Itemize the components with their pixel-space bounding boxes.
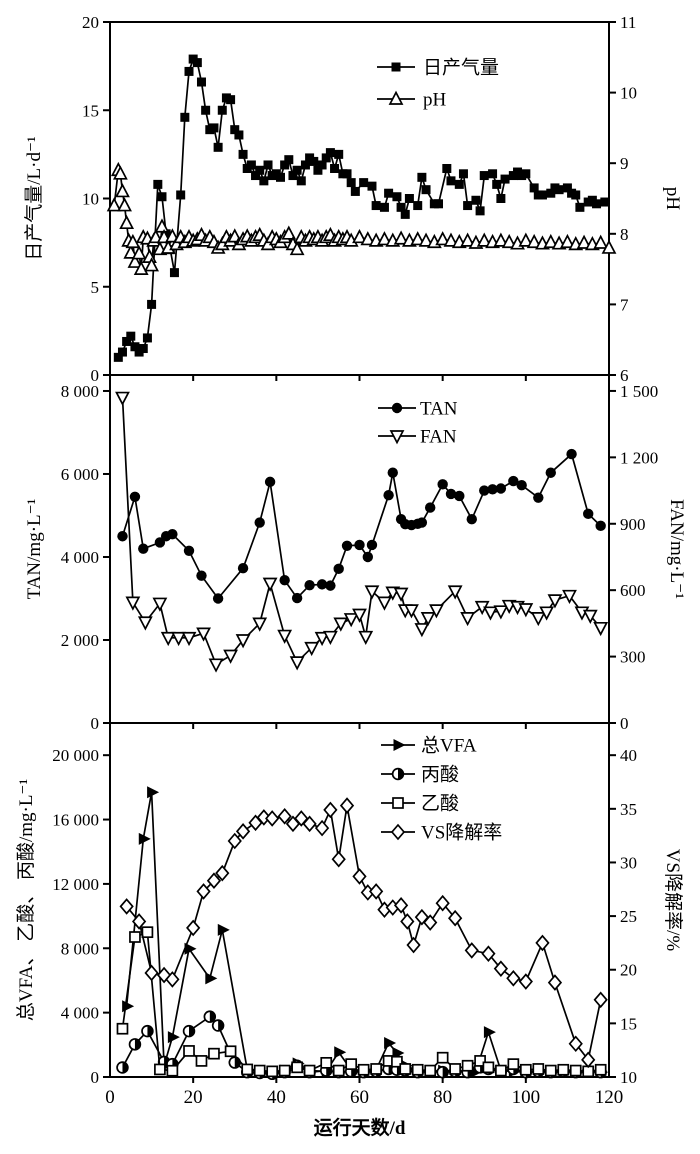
x-tick-label: 40 bbox=[267, 1087, 286, 1108]
left-axis-title-tan-fan: TAN/mg·L⁻¹ bbox=[24, 498, 45, 599]
legend-item-fan: FAN bbox=[378, 427, 457, 448]
left-axis-title-gas-ph: 日产气量/L·d⁻¹ bbox=[23, 136, 45, 261]
right-axis-title-gas-ph: pH bbox=[662, 187, 683, 211]
right-tick-label: 40 bbox=[620, 746, 637, 765]
x-axis-labels: 0 20 40 60 80 100 120 运行天数/d bbox=[105, 1087, 623, 1139]
left-tick-label: 12 000 bbox=[52, 875, 99, 894]
right-axis: 0 300 600 900 1 200 1 500 bbox=[609, 382, 658, 733]
right-tick-label: 7 bbox=[620, 295, 629, 314]
right-tick-label: 0 bbox=[620, 714, 629, 733]
panel-gas-ph: 0 5 10 15 20 6 7 8 9 10 11 日产气量/L·d⁻¹ pH 日产气量 pH bbox=[23, 13, 683, 385]
legend-label-fan: FAN bbox=[420, 427, 457, 448]
series-vs-line bbox=[125, 805, 602, 1062]
legend-item-acetic: 乙酸 bbox=[381, 793, 459, 815]
series-fan-line bbox=[121, 397, 602, 666]
left-axis-title-vfa-vs: 总VFA、 乙酸、 丙酸/mg·L⁻¹ bbox=[15, 779, 37, 1022]
x-tick-label: 0 bbox=[105, 1087, 115, 1108]
left-tick-label: 8 000 bbox=[61, 382, 99, 401]
left-axis: 0 4 000 8 000 12 000 16 000 20 000 bbox=[52, 746, 110, 1087]
right-tick-label: 10 bbox=[620, 84, 637, 103]
series-tan-markers bbox=[117, 448, 606, 604]
right-tick-label: 11 bbox=[620, 13, 636, 32]
left-tick-label: 20 000 bbox=[52, 746, 99, 765]
right-tick-label: 35 bbox=[620, 800, 637, 819]
series-acetic-markers bbox=[116, 926, 607, 1078]
legend-item-vs: VS降解率 bbox=[381, 822, 502, 844]
panel-vfa-vs: 0 4 000 8 000 12 000 16 000 20 000 10 15 20 25 30 3… bbox=[15, 722, 684, 1087]
right-tick-label: 300 bbox=[620, 648, 646, 667]
right-tick-label: 900 bbox=[620, 515, 646, 534]
left-axis: 0 5 10 15 20 bbox=[82, 13, 110, 385]
right-tick-label: 30 bbox=[620, 853, 637, 872]
right-tick-label: 9 bbox=[620, 154, 629, 173]
series-fan-markers bbox=[115, 391, 609, 673]
legend-label-acetic: 乙酸 bbox=[421, 793, 459, 815]
legend-item-gas: 日产气量 bbox=[377, 57, 499, 79]
right-axis-title-vfa-vs: VS降解率/% bbox=[662, 849, 684, 952]
legend-tan-fan: TAN FAN bbox=[378, 399, 458, 448]
left-tick-label: 4 000 bbox=[61, 548, 99, 567]
right-axis: 6 7 8 9 10 11 bbox=[609, 13, 637, 385]
left-tick-label: 16 000 bbox=[52, 811, 99, 830]
left-tick-label: 0 bbox=[91, 714, 100, 733]
series-tvfa-line bbox=[125, 792, 601, 1074]
right-tick-label: 8 bbox=[620, 225, 629, 244]
left-tick-label: 4 000 bbox=[61, 1004, 99, 1023]
legend-item-tvfa: 总VFA bbox=[381, 735, 477, 757]
legend-label-vs: VS降解率 bbox=[421, 822, 502, 844]
left-tick-label: 2 000 bbox=[61, 631, 99, 650]
right-axis: 10 15 20 25 30 35 40 bbox=[609, 746, 637, 1087]
left-tick-label: 5 bbox=[91, 278, 100, 297]
x-tick-label: 20 bbox=[184, 1087, 203, 1108]
left-tick-label: 10 bbox=[82, 190, 99, 209]
left-tick-label: 15 bbox=[82, 101, 99, 120]
x-tick-label: 80 bbox=[433, 1087, 452, 1108]
legend-label-tvfa: 总VFA bbox=[421, 735, 477, 757]
series-gas-markers bbox=[113, 54, 610, 362]
legend-label-ph: pH bbox=[423, 90, 447, 111]
right-tick-label: 15 bbox=[620, 1014, 637, 1033]
right-tick-label: 600 bbox=[620, 581, 646, 600]
legend-item-propionic: 丙酸 bbox=[381, 764, 459, 786]
series-tan-line bbox=[121, 452, 602, 600]
legend-label-propionic: 丙酸 bbox=[421, 764, 459, 786]
series-ph-markers bbox=[106, 161, 617, 275]
right-tick-label: 25 bbox=[620, 907, 637, 926]
left-tick-label: 8 000 bbox=[61, 939, 99, 958]
series-vs-markers bbox=[119, 797, 608, 1069]
legend-label-gas: 日产气量 bbox=[423, 57, 499, 79]
left-tick-label: 20 bbox=[82, 13, 99, 32]
x-axis-title: 运行天数/d bbox=[314, 1116, 406, 1139]
legend-item-tan: TAN bbox=[378, 399, 458, 420]
panel-border bbox=[109, 722, 610, 1078]
right-tick-label: 10 bbox=[620, 1068, 637, 1087]
left-axis: 0 2 000 4 000 6 000 8 000 bbox=[61, 382, 110, 733]
right-axis-title-tan-fan: FAN/mg·L⁻¹ bbox=[666, 499, 687, 599]
x-tick-label: 120 bbox=[595, 1087, 624, 1108]
left-tick-label: 0 bbox=[91, 366, 100, 385]
x-tick-label: 60 bbox=[350, 1087, 369, 1108]
right-tick-label: 1 500 bbox=[620, 382, 658, 401]
left-tick-label: 6 000 bbox=[61, 465, 99, 484]
right-tick-label: 1 200 bbox=[620, 448, 658, 467]
legend-item-ph: pH bbox=[377, 90, 447, 111]
panel-tan-fan: 0 2 000 4 000 6 000 8 000 0 300 600 900 1 200 1 50… bbox=[24, 374, 687, 733]
left-tick-label: 0 bbox=[91, 1068, 100, 1087]
x-tick-label: 100 bbox=[512, 1087, 541, 1108]
right-tick-label: 20 bbox=[620, 961, 637, 980]
right-tick-label: 6 bbox=[620, 366, 629, 385]
legend-gas-ph: 日产气量 pH bbox=[377, 57, 499, 111]
legend-label-tan: TAN bbox=[420, 399, 458, 420]
series-gas-line bbox=[117, 57, 605, 358]
